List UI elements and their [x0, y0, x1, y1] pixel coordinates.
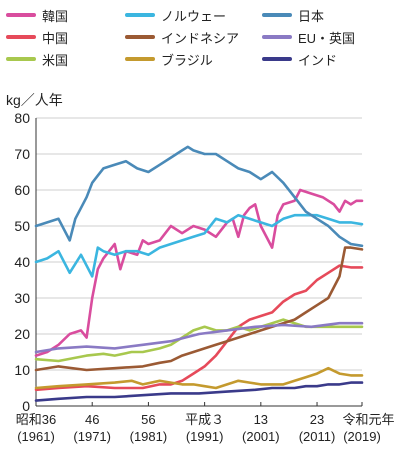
legend-label: 日本: [298, 8, 325, 24]
legend-label: 米国: [42, 52, 69, 68]
x-tick-label: 13: [254, 412, 268, 427]
x-tick-year: (1961): [17, 429, 55, 444]
legend-item: インドネシア: [125, 28, 239, 46]
legend-item: EU・英国: [262, 28, 355, 46]
x-tick-year: (1991): [186, 429, 224, 444]
series-line: [34, 366, 364, 390]
series-line: [34, 188, 364, 357]
legend-item: インド: [262, 50, 337, 68]
series-line: [34, 381, 364, 402]
legend-label: 韓国: [42, 8, 69, 24]
y-tick-label: 50: [14, 218, 30, 234]
x-tick-label: 46: [85, 412, 99, 427]
x-tick-year: (1971): [73, 429, 111, 444]
y-axis-label: kg／人年: [6, 92, 63, 108]
y-tick-label: 10: [14, 362, 30, 378]
x-tick-year: (2011): [299, 429, 336, 444]
legend-item: ブラジル: [125, 50, 213, 68]
legend-swatch: [6, 35, 36, 39]
y-tick-label: 0: [22, 398, 30, 414]
y-tick-label: 60: [14, 182, 30, 198]
y-tick-label: 80: [14, 110, 30, 126]
series-line: [34, 246, 364, 372]
legend-item: ノルウェー: [125, 6, 226, 24]
legend-swatch: [125, 13, 155, 17]
legend-label: 中国: [42, 30, 69, 46]
x-tick-label: 23: [310, 412, 324, 427]
legend-swatch: [125, 57, 155, 61]
legend-label: インド: [298, 52, 338, 68]
y-tick-label: 40: [14, 254, 30, 270]
x-tick-year: (2001): [242, 429, 280, 444]
x-tick-label: 56: [141, 412, 155, 427]
legend-item: 米国: [6, 50, 68, 68]
legend-label: インドネシア: [161, 30, 240, 46]
series-line: [34, 213, 364, 278]
legend-swatch: [125, 35, 155, 39]
legend-label: EU・英国: [298, 30, 356, 46]
y-tick-label: 30: [14, 290, 30, 306]
x-tick-label: 平成３: [185, 412, 224, 427]
y-tick-label: 20: [14, 326, 30, 342]
legend-swatch: [262, 57, 292, 61]
legend-item: 韓国: [6, 6, 68, 24]
legend-item: 日本: [262, 6, 324, 24]
legend-swatch: [6, 57, 36, 61]
y-tick-label: 70: [14, 146, 30, 162]
legend-item: 中国: [6, 28, 68, 46]
x-tick-label: 昭和36: [16, 412, 56, 427]
x-tick-year: (1981): [130, 429, 168, 444]
series-line: [34, 145, 364, 248]
x-tick-label: 令和元: [342, 412, 381, 427]
legend-swatch: [262, 13, 292, 17]
legend: 韓国中国米国 ノルウェーインドネシア ブラジル 日本 EU・英国インド: [0, 0, 402, 80]
legend-swatch: [6, 13, 36, 17]
legend-label: ノルウェー: [161, 8, 227, 24]
legend-label: ブラジル: [161, 52, 213, 68]
x-tick-year: (2019): [343, 429, 381, 444]
legend-swatch: [262, 35, 292, 39]
series-line: [34, 321, 364, 354]
x-axis-label: 年: [381, 412, 394, 427]
